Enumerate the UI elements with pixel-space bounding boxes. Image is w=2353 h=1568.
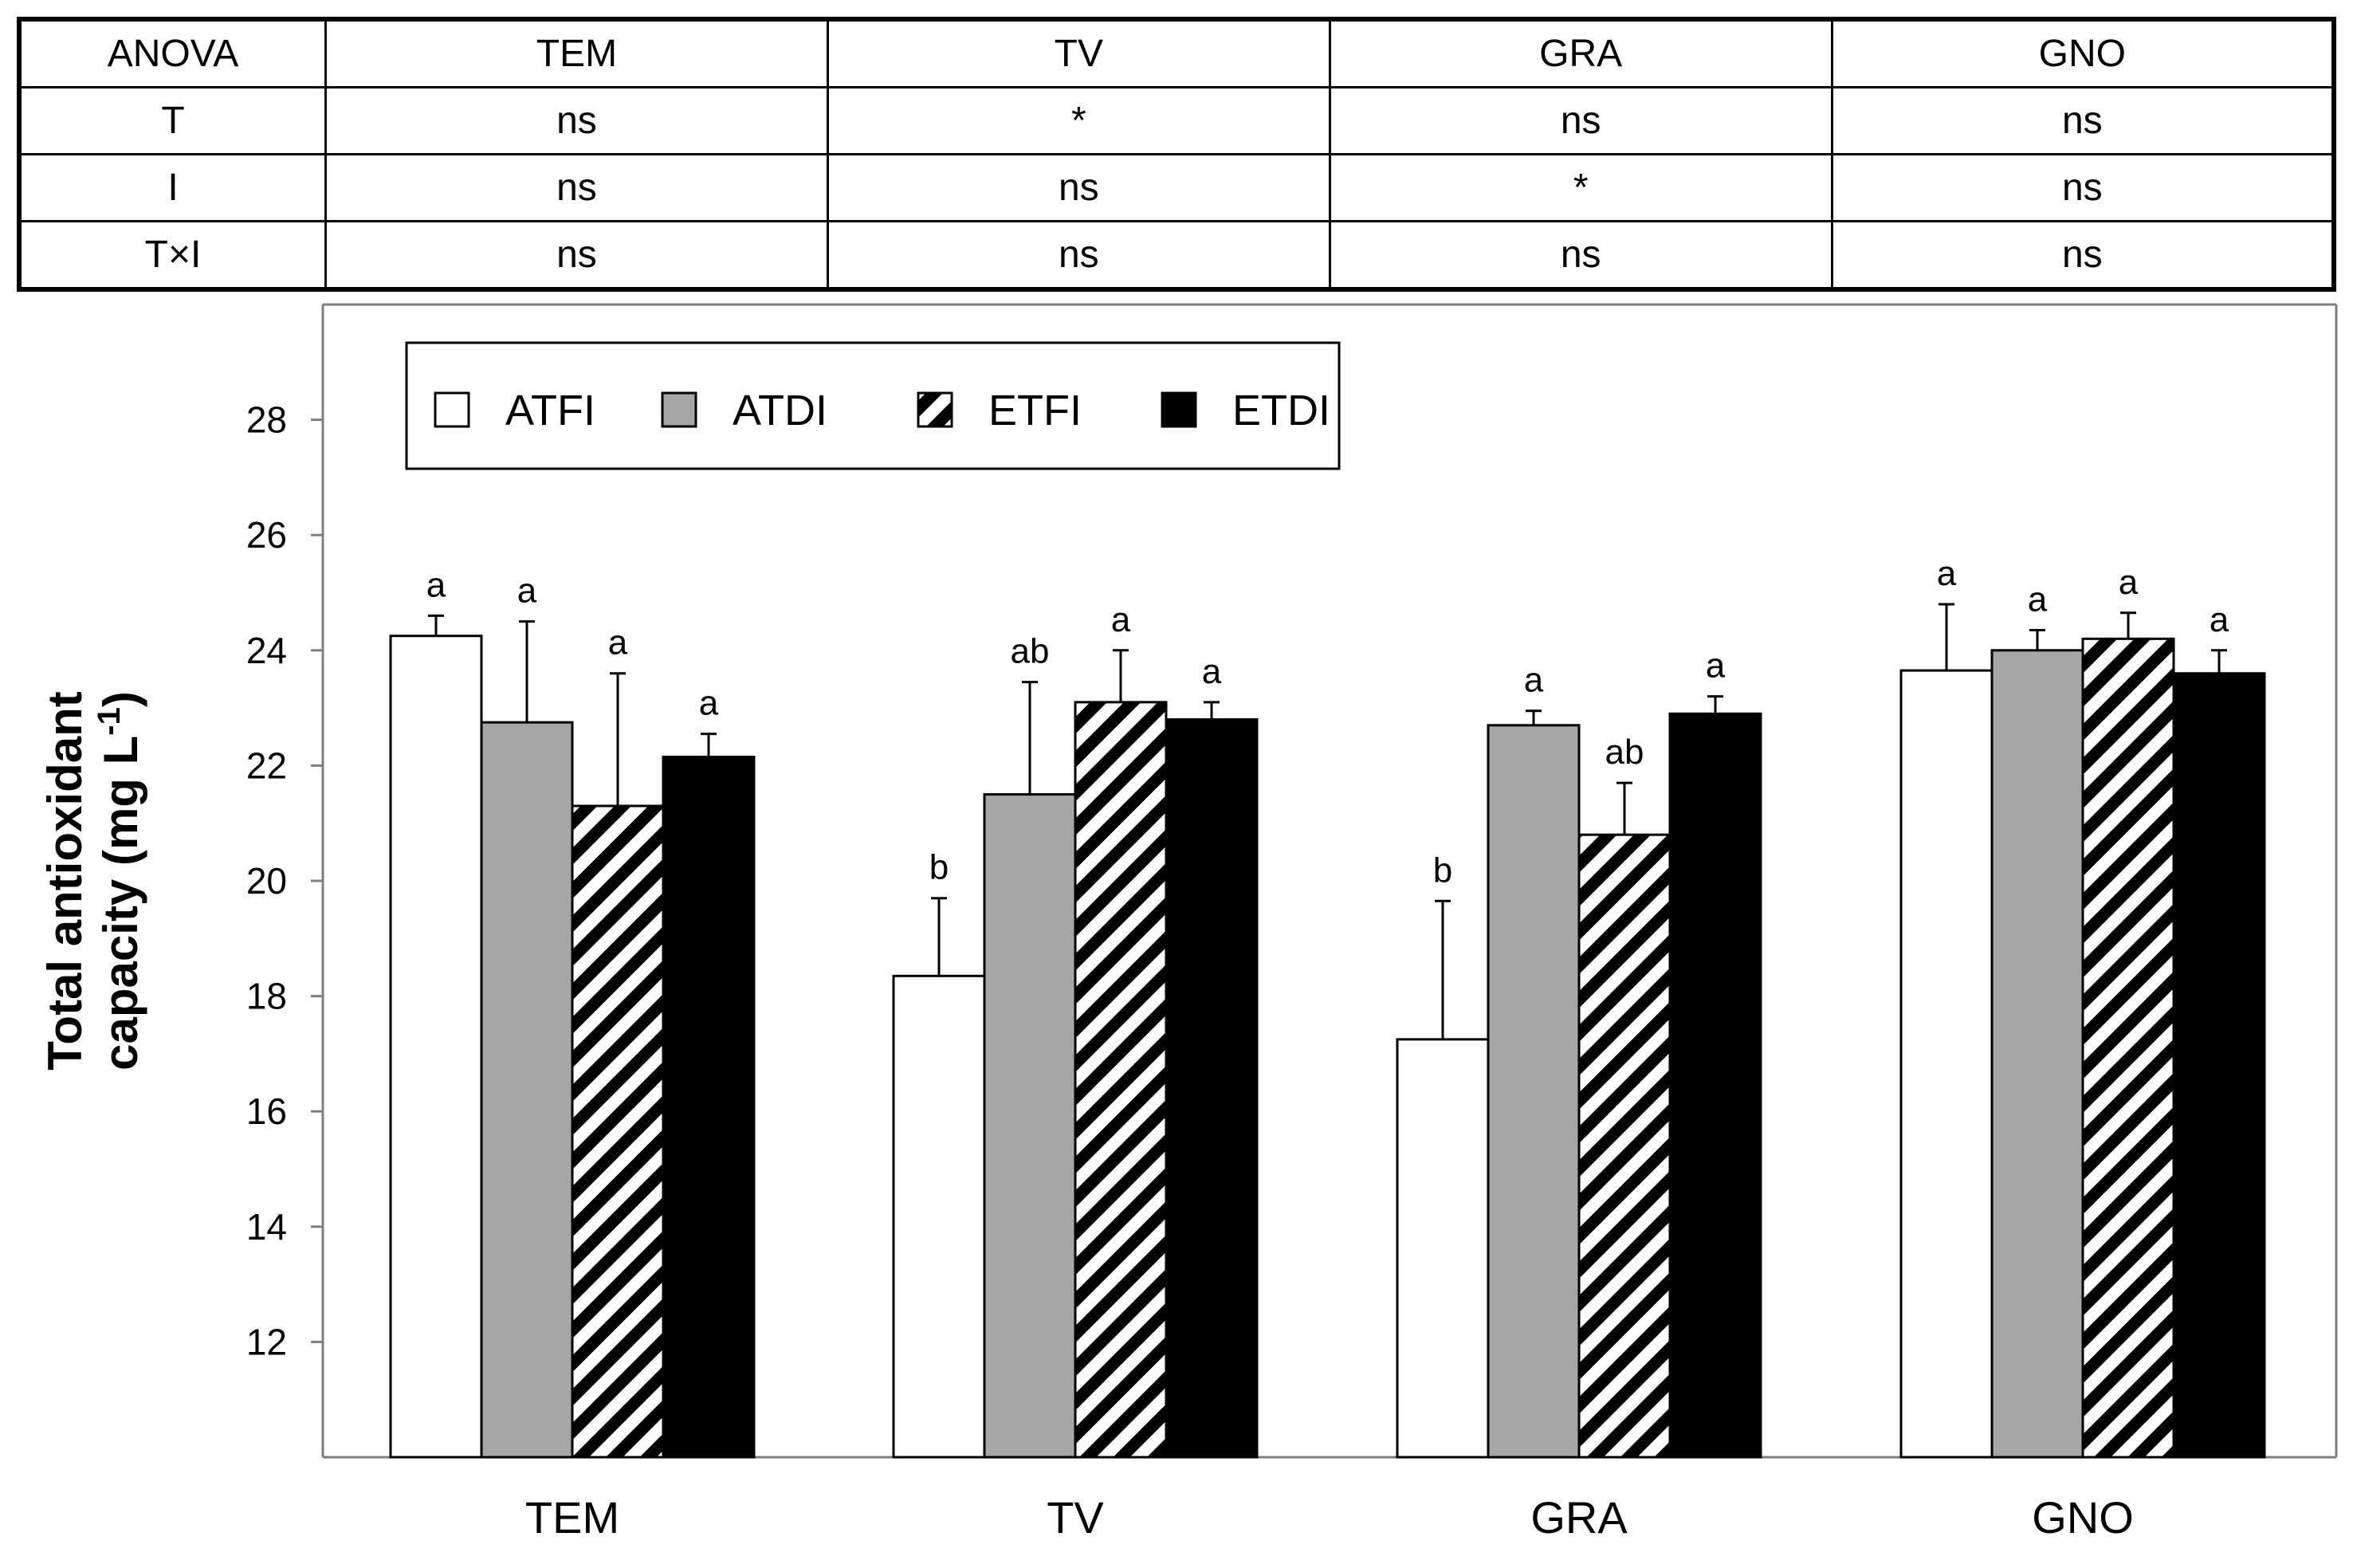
anova-cell: ns xyxy=(1328,86,1833,155)
bar-ETDI-GRA xyxy=(1668,712,1762,1459)
significance-letter: a xyxy=(517,572,537,611)
y-axis-label-line1: Total antioxidant xyxy=(38,691,92,1071)
y-tick-label: 16 xyxy=(246,1091,287,1132)
bar-ATDI-GRA xyxy=(1487,724,1581,1459)
y-tick-label: 28 xyxy=(246,399,287,441)
anova-table: ANOVA TEM TV GRA GNO T ns * ns ns I ns n… xyxy=(17,17,2336,292)
legend-label-ATDI: ATDI xyxy=(733,387,827,434)
anova-header-cell: GNO xyxy=(1830,18,2335,88)
anova-header-cell: TV xyxy=(826,18,1331,88)
significance-letter: a xyxy=(1202,652,1222,691)
legend-swatch-ETFI xyxy=(917,391,953,428)
legend-label-ETDI: ETDI xyxy=(1232,387,1330,434)
anova-cell: * xyxy=(1328,153,1833,222)
anova-cell: ns xyxy=(324,86,829,155)
significance-letter: a xyxy=(2028,580,2048,619)
anova-row: I ns ns * ns xyxy=(18,153,2335,222)
significance-letter: a xyxy=(2119,563,2139,602)
bar-ETFI-TEM xyxy=(571,804,665,1459)
anova-header-cell: GRA xyxy=(1328,18,1833,88)
anova-cell: ns xyxy=(324,153,829,222)
significance-letter: a xyxy=(1937,554,1957,593)
bar-ETFI-TV xyxy=(1074,701,1168,1459)
bar-ETDI-TV xyxy=(1165,718,1259,1459)
chart-legend: ATFI ATDI ETFI ETDI xyxy=(405,341,1341,470)
significance-letter: b xyxy=(1433,851,1452,890)
x-axis-labels: TEM TV GRA GNO xyxy=(525,1492,2134,1542)
anova-factor-cell: T xyxy=(18,86,327,155)
anova-cell: ns xyxy=(826,153,1331,222)
significance-letter: b xyxy=(929,848,949,887)
x-tick-label-GNO: GNO xyxy=(2032,1492,2134,1542)
legend-label-ATFI: ATFI xyxy=(505,387,595,434)
bar-ATFI-GNO xyxy=(1899,669,1994,1459)
significance-letter: ab xyxy=(1605,733,1644,772)
y-tick-label: 20 xyxy=(246,860,287,902)
bar-ATFI-TEM xyxy=(389,635,483,1459)
legend-swatch-ATDI xyxy=(661,391,697,428)
anova-cell: ns xyxy=(1830,86,2335,155)
anova-cell: ns xyxy=(1830,153,2335,222)
significance-letter: a xyxy=(2210,600,2229,639)
y-tick-label: 14 xyxy=(246,1206,287,1248)
bar-ATFI-GRA xyxy=(1396,1038,1490,1459)
x-tick-label-GRA: GRA xyxy=(1530,1492,1628,1542)
bar-ATDI-TV xyxy=(983,793,1077,1459)
bar-ETDI-GNO xyxy=(2172,672,2266,1459)
significance-letter: ab xyxy=(1011,632,1050,671)
legend-swatch-ATFI xyxy=(434,391,470,428)
significance-letter: a xyxy=(426,565,446,604)
x-tick-label-TV: TV xyxy=(1047,1492,1104,1542)
y-axis-label: Total antioxidant capacity (mg L-1) xyxy=(38,691,147,1071)
significance-letter: a xyxy=(608,623,628,662)
anova-header-row: ANOVA TEM TV GRA GNO xyxy=(18,18,2335,88)
bar-ETDI-TEM xyxy=(662,756,756,1459)
bar-ETFI-GRA xyxy=(1577,833,1671,1459)
anova-header-cell: TEM xyxy=(324,18,829,88)
anova-cell: ns xyxy=(324,220,829,291)
significance-letter: a xyxy=(1706,646,1726,686)
y-tick-label: 12 xyxy=(246,1321,287,1362)
anova-row: T ns * ns ns xyxy=(18,86,2335,155)
legend-label-ETFI: ETFI xyxy=(988,387,1082,434)
bar-ATFI-TV xyxy=(892,974,986,1459)
anova-cell: ns xyxy=(826,220,1331,291)
significance-letter: a xyxy=(1111,600,1131,639)
anova-factor-cell: I xyxy=(18,153,327,222)
anova-cell: ns xyxy=(1830,220,2335,291)
bar-ATDI-GNO xyxy=(1990,649,2084,1459)
bar-ATDI-TEM xyxy=(480,721,574,1459)
bar-ETFI-GNO xyxy=(2081,637,2175,1459)
significance-letter: a xyxy=(1524,661,1544,700)
y-tick-label: 22 xyxy=(246,745,287,786)
y-tick-label: 26 xyxy=(246,514,287,556)
y-axis-ticks: 12 14 16 18 20 22 24 26 28 xyxy=(246,399,323,1362)
anova-header-cell: ANOVA xyxy=(18,18,327,88)
anova-cell: * xyxy=(826,86,1331,155)
y-axis-label-line2: capacity (mg L-1) xyxy=(92,691,147,1071)
anova-factor-cell: T×I xyxy=(18,220,327,291)
x-tick-label-TEM: TEM xyxy=(525,1492,619,1542)
legend-swatch-ETDI xyxy=(1161,391,1197,428)
y-tick-label: 18 xyxy=(246,976,287,1017)
significance-letter: a xyxy=(699,684,719,723)
y-tick-label: 24 xyxy=(246,630,287,671)
anova-row: T×I ns ns ns ns xyxy=(18,220,2335,291)
anova-cell: ns xyxy=(1328,220,1833,291)
